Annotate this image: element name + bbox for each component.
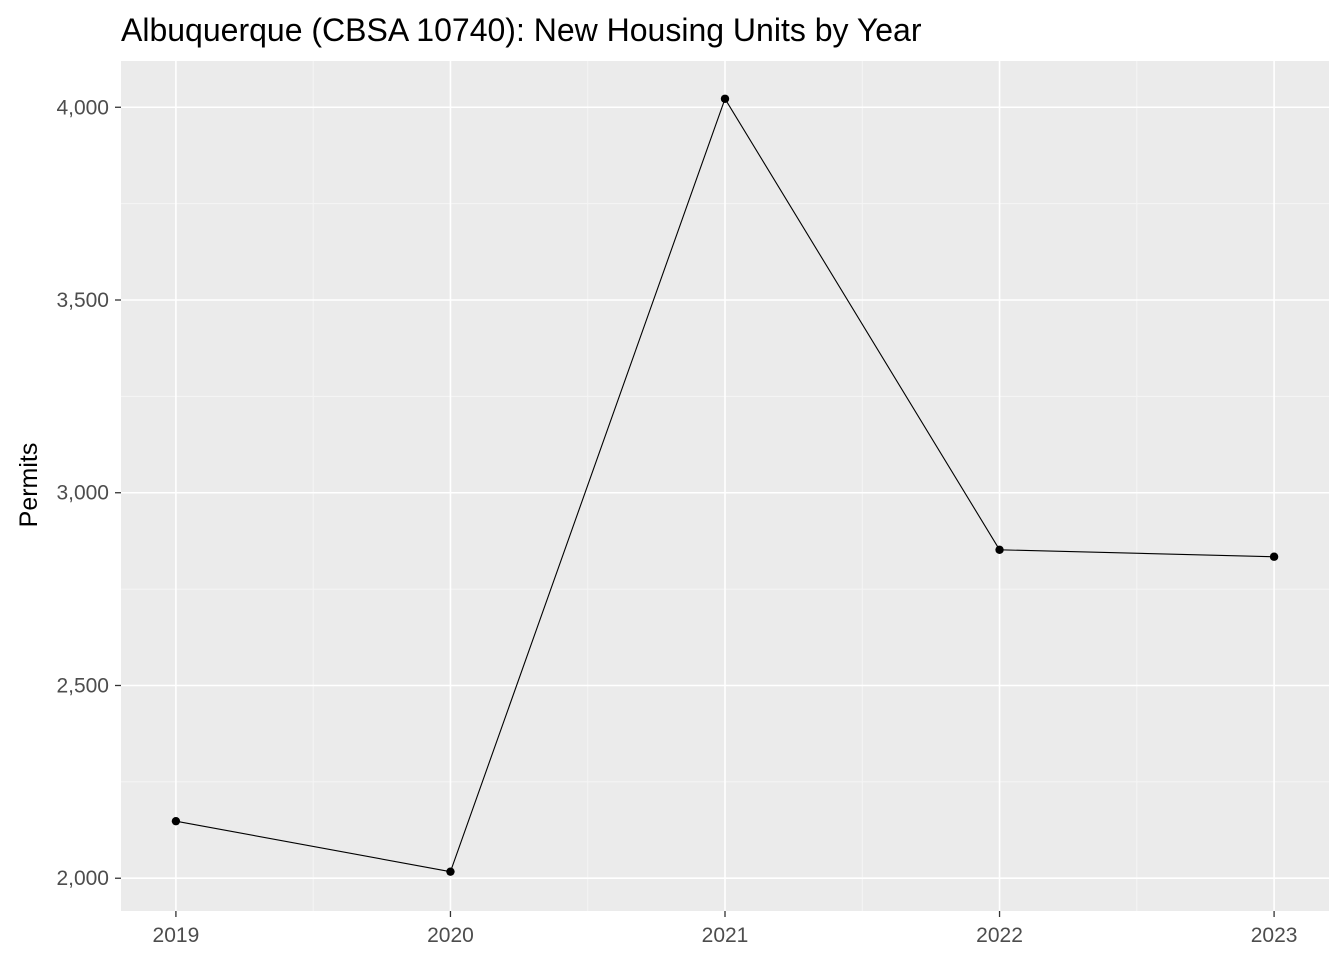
- x-tick-label: 2021: [702, 924, 749, 947]
- y-tick-label: 3,500: [56, 289, 109, 312]
- x-tick-label: 2023: [1251, 924, 1298, 947]
- data-point: [171, 816, 181, 826]
- data-point: [1269, 552, 1279, 561]
- x-tick-label: 2019: [153, 924, 200, 947]
- y-tick-label: 2,500: [56, 674, 109, 697]
- data-point: [446, 867, 455, 876]
- y-tick-label: 4,000: [56, 96, 109, 119]
- y-tick-label: 2,000: [56, 867, 109, 890]
- x-tick-label: 2020: [427, 924, 474, 947]
- y-axis-title: Permits: [15, 443, 43, 528]
- series-layer: [171, 94, 1279, 876]
- data-point: [720, 94, 730, 103]
- y-tick-label: 3,000: [56, 482, 109, 505]
- chart-title: Albuquerque (CBSA 10740): New Housing Un…: [121, 12, 922, 48]
- major-gridlines: [121, 61, 1329, 911]
- data-point: [995, 545, 1004, 554]
- x-axis: 2019 2020 2021 2022 2023: [153, 911, 1298, 947]
- x-tick-label: 2022: [976, 924, 1023, 947]
- y-axis: 2,000 2,500 3,000 3,500 4,000: [56, 96, 121, 890]
